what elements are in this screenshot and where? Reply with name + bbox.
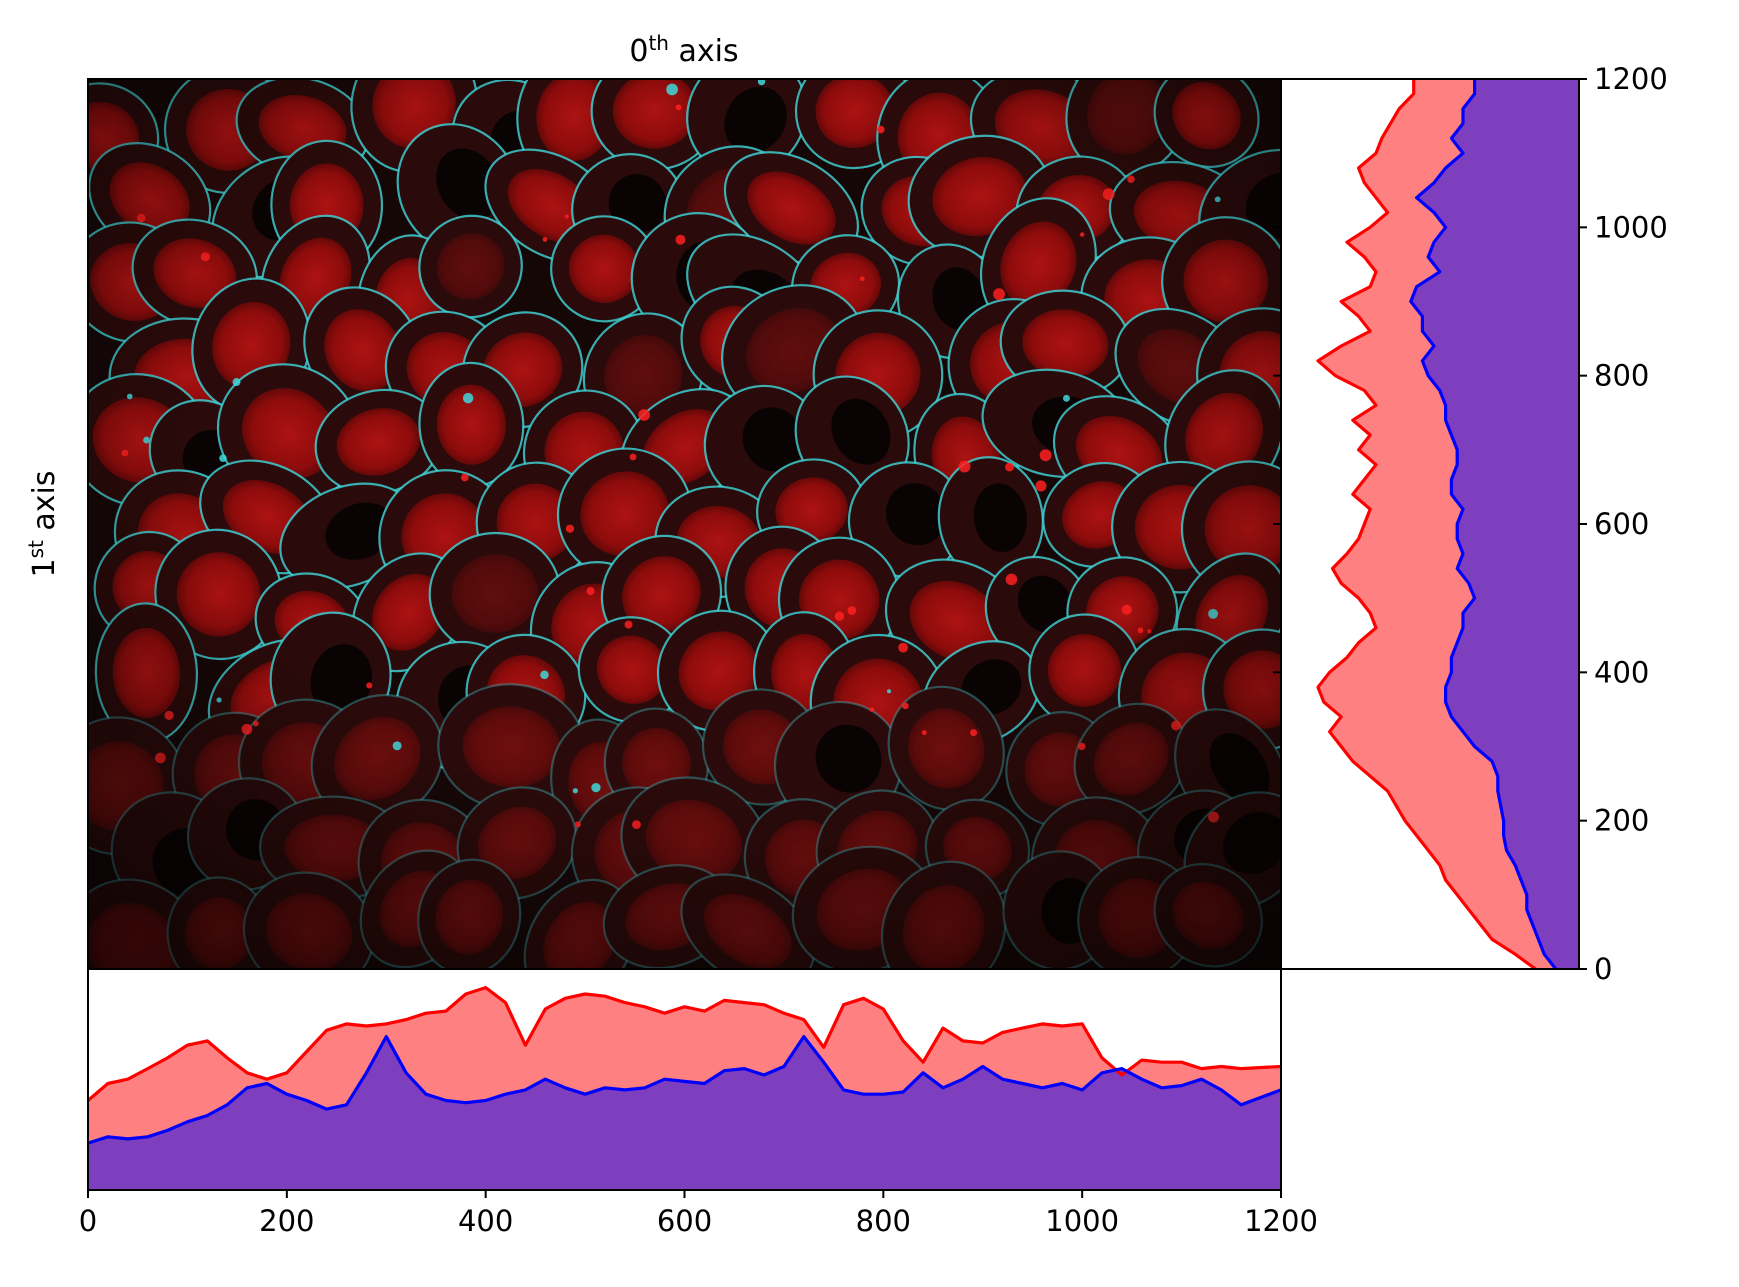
bottom-blue-line [87,1034,1282,1145]
image-vignette [88,79,1281,969]
x-tick-label: 600 [657,1204,712,1238]
main-image-panel: 0th axis 1st axis [24,31,1282,970]
x-tick-label: 200 [259,1204,314,1238]
right-y-axis: 0 200 400 600 800 1000 1200 [1579,62,1668,986]
y-tick-label: 200 [1594,804,1649,838]
y-tick-label: 600 [1594,507,1649,541]
right-blue-area [1410,79,1579,969]
right-profile-series [1316,79,1579,971]
bottom-blue-area [88,1036,1281,1190]
x-tick-label: 400 [458,1204,513,1238]
y-tick-label: 1000 [1594,210,1668,244]
y-tick-label: 800 [1594,359,1649,393]
x-tick-label: 800 [856,1204,911,1238]
y-tick-label: 1200 [1594,62,1668,96]
right-red-line [1316,79,1537,971]
main-title: 0th axis [629,31,738,69]
bottom-x-axis: 0 200 400 600 800 1000 1200 [79,1190,1318,1238]
right-profile-panel: 0 200 400 600 800 1000 1200 [1280,62,1668,986]
right-blue-line [1409,79,1558,970]
y-tick-label: 400 [1594,655,1649,689]
bottom-profile-panel: 0 200 400 600 800 1000 1200 [79,968,1318,1238]
x-tick-label: 1200 [1244,1204,1318,1238]
x-tick-label: 0 [79,1204,97,1238]
bottom-red-line [86,985,1282,1102]
y-tick-label: 0 [1594,952,1612,986]
bottom-profile-series [86,985,1282,1190]
x-tick-label: 1000 [1045,1204,1119,1238]
y-axis-label: 1st axis [24,471,62,578]
